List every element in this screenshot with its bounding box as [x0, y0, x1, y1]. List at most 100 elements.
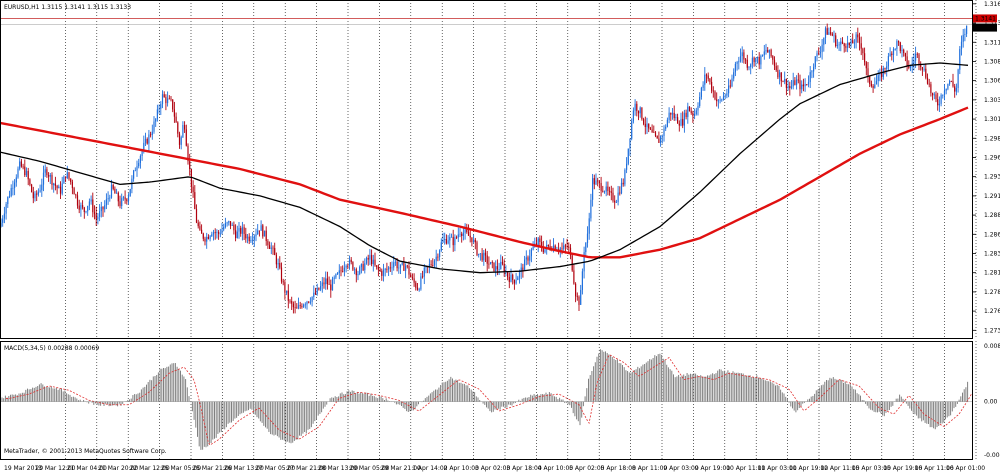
- candle-body: [585, 242, 587, 253]
- candle-body: [610, 191, 612, 193]
- candle-body: [789, 86, 791, 89]
- candle-body: [75, 194, 77, 196]
- candle-body: [355, 269, 357, 276]
- candle-body: [192, 186, 194, 193]
- candle-body: [738, 61, 740, 63]
- bid-price-label: 1.3141: [975, 15, 996, 22]
- candle-body: [755, 57, 757, 63]
- candle-body: [768, 49, 770, 53]
- time-tick-label: 25 Mar 05:00: [161, 465, 201, 472]
- candle-body: [719, 99, 721, 101]
- candle-body: [889, 53, 891, 57]
- candle-body: [214, 232, 216, 234]
- candle-body: [85, 211, 87, 213]
- price-tick-label: 1.2885: [984, 212, 1000, 219]
- candle-body: [143, 142, 145, 151]
- candle-body: [938, 103, 940, 106]
- candle-body: [680, 118, 682, 126]
- candle-body: [733, 72, 735, 79]
- candle-body: [661, 135, 663, 137]
- time-tick-label: 27 Mar 05:00: [255, 465, 295, 472]
- candle-body: [223, 227, 225, 230]
- candle-body: [933, 94, 935, 96]
- candle-body: [158, 108, 160, 110]
- candle-body: [906, 56, 908, 66]
- candle-body: [325, 278, 327, 285]
- candle-body: [865, 62, 867, 69]
- candle-body: [24, 166, 26, 176]
- candle-body: [25, 170, 28, 176]
- macd-panel-border: [0, 341, 973, 460]
- candle-body: [785, 79, 787, 88]
- candle-body: [347, 265, 349, 267]
- candle-body: [688, 106, 691, 112]
- candle-body: [221, 229, 223, 234]
- candle-body: [741, 52, 743, 57]
- candle-body: [367, 257, 369, 260]
- candle-body: [677, 117, 679, 124]
- candle-body: [104, 205, 106, 210]
- price-tick-label: 1.2760: [984, 308, 1000, 315]
- candle-body: [155, 119, 157, 122]
- candle-body: [172, 99, 174, 110]
- candle-body: [224, 223, 226, 228]
- candle-body: [39, 190, 41, 192]
- candle-body: [362, 263, 364, 271]
- price-panel-title: EURUSD,H1 1.3115 1.3141 1.3115 1.3133: [4, 4, 131, 11]
- candle-body: [887, 56, 889, 67]
- candle-body: [320, 286, 322, 290]
- candle-body: [241, 227, 243, 234]
- ma-slow-line: [0, 106, 969, 259]
- candle-body: [2, 218, 4, 223]
- candle-body: [168, 98, 170, 100]
- candle-body: [629, 138, 631, 149]
- candle-body: [379, 269, 381, 271]
- candle-body: [207, 236, 209, 239]
- candle-body: [678, 123, 680, 126]
- candle-body: [644, 123, 646, 128]
- candle-body: [580, 290, 582, 305]
- candle-body: [501, 261, 504, 264]
- candle-body: [739, 56, 742, 62]
- candle-body: [14, 182, 16, 188]
- candle-body: [952, 81, 954, 87]
- candle-body: [894, 48, 896, 50]
- candle-body: [340, 270, 342, 272]
- candle-body: [428, 264, 430, 267]
- candle-body: [763, 51, 765, 56]
- time-tick-label: 1 Apr 14:00: [412, 465, 447, 472]
- candle-body: [90, 199, 92, 202]
- macd-tick-label: 0.00867: [984, 343, 1000, 350]
- macd-panel-title: MACD(5,34,5) 0.00288 0.00069: [4, 345, 99, 352]
- candle-body: [228, 221, 230, 223]
- candle-body: [48, 175, 50, 177]
- candle-body: [257, 230, 259, 235]
- candle-body: [119, 201, 121, 207]
- candle-body: [66, 172, 68, 178]
- candle-body: [194, 192, 196, 210]
- price-panel[interactable]: [0, 18, 972, 314]
- candle-body: [573, 270, 575, 284]
- candle-body: [209, 236, 211, 239]
- candle-body: [833, 35, 835, 37]
- candle-body: [932, 93, 934, 96]
- candle-body: [297, 305, 300, 309]
- price-tick-label: 1.3110: [984, 39, 1000, 46]
- price-tick-label: 1.3160: [984, 1, 1000, 8]
- candle-body: [15, 177, 17, 183]
- candle-body: [246, 236, 249, 239]
- candle-body: [46, 169, 48, 176]
- time-tick-label: 9 Apr 19:00: [695, 465, 730, 472]
- candle-body: [53, 183, 55, 186]
- candle-body: [65, 176, 67, 178]
- candle-body: [891, 53, 893, 56]
- candle-body: [393, 262, 395, 268]
- last-price-label: 1.3133: [975, 25, 996, 32]
- candle-body: [376, 265, 378, 267]
- candle-body: [410, 274, 412, 278]
- macd-panel[interactable]: [0, 349, 972, 450]
- candle-body: [711, 81, 713, 91]
- candle-body: [530, 249, 532, 257]
